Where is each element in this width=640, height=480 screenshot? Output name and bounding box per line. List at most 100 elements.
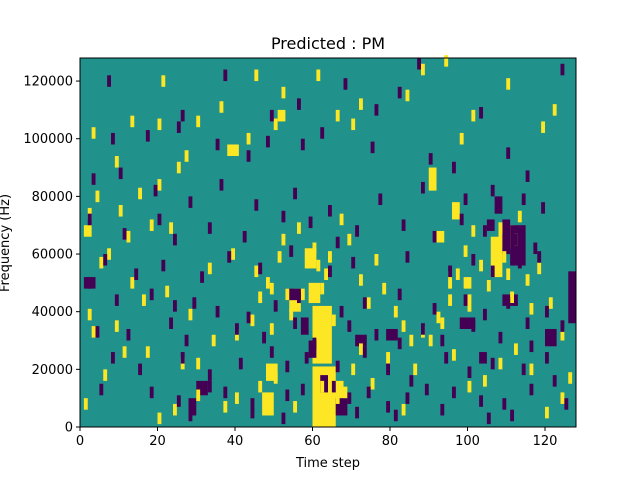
heatmap-cell [149, 386, 154, 399]
heatmap-cell [103, 369, 108, 381]
heatmap-cell [142, 294, 146, 306]
heatmap-cell [386, 352, 391, 364]
heatmap-cell [386, 363, 391, 376]
heatmap-cell [359, 343, 363, 355]
heatmap-cell [122, 346, 127, 358]
heatmap-block [545, 328, 557, 347]
heatmap-cell [506, 268, 511, 280]
heatmap-cell [176, 121, 181, 133]
heatmap-block [227, 144, 239, 157]
heatmap-cell [184, 150, 189, 162]
heatmap-cell [397, 288, 402, 301]
heatmap-cell [490, 357, 495, 370]
heatmap-cell [180, 352, 185, 364]
heatmap-block [188, 398, 197, 416]
heatmap-cell [246, 150, 251, 162]
heatmap-cells [83, 55, 576, 427]
y-axis-label: Frequency (Hz) [0, 194, 13, 292]
heatmap-cell [293, 187, 298, 200]
heatmap-cell [324, 268, 329, 280]
heatmap-cell [510, 291, 515, 304]
heatmap-cell [223, 401, 228, 413]
heatmap-cell [87, 308, 92, 321]
heatmap-cell [196, 115, 201, 128]
heatmap-cell [424, 383, 429, 396]
heatmap-cell [483, 225, 487, 237]
heatmap-cell [130, 277, 135, 289]
heatmap-cell [149, 219, 154, 231]
heatmap-cell [537, 251, 542, 263]
heatmap-cell [359, 274, 363, 286]
heatmap-cell [91, 127, 96, 139]
heatmap-cell [463, 245, 468, 257]
heatmap-cell [138, 363, 143, 376]
heatmap-cell [269, 282, 274, 295]
heatmap-cell [401, 320, 406, 332]
heatmap-cell [479, 107, 484, 119]
heatmap-cell [258, 380, 263, 393]
y-tick-label: 120000 [23, 75, 73, 90]
x-tick-label: 40 [227, 434, 244, 449]
heatmap-cell [397, 337, 402, 350]
heatmap-cell [312, 337, 317, 350]
heatmap-cell [328, 265, 332, 278]
heatmap-cell [254, 69, 259, 82]
y-tick-label: 80000 [32, 190, 73, 205]
heatmap-cell [126, 328, 131, 341]
heatmap-cell [231, 248, 236, 260]
heatmap-cell [347, 233, 352, 246]
heatmap-cell [281, 412, 286, 425]
heatmap-cell [122, 228, 127, 240]
heatmap-cell [486, 412, 491, 425]
heatmap-cell [514, 233, 518, 246]
heatmap-cell [165, 285, 170, 298]
heatmap-cell [293, 317, 298, 329]
heatmap-cell [525, 317, 530, 329]
heatmap-cell [103, 254, 108, 266]
heatmap-cell [223, 69, 228, 82]
heatmap-cell [467, 380, 472, 393]
heatmap-cell [405, 251, 410, 263]
heatmap-cell [254, 199, 259, 211]
y-axis: 0 20000 40000 60000 80000 100000 120000 [23, 75, 80, 436]
x-axis-label: Time step [295, 456, 360, 471]
heatmap-cell [250, 398, 255, 410]
heatmap-block [285, 288, 301, 301]
heatmap-cell [463, 294, 468, 306]
heatmap-cell [366, 297, 371, 309]
heatmap-cell [452, 349, 456, 361]
heatmap-cell [188, 308, 193, 321]
heatmap-cell [355, 225, 360, 237]
heatmap-cell [467, 366, 472, 378]
heatmap-block [312, 305, 332, 364]
heatmap-cell [463, 193, 468, 206]
heatmap-cell [448, 294, 453, 306]
heatmap-cell [281, 210, 286, 223]
heatmap-cell [196, 357, 201, 370]
heatmap-cell [308, 216, 313, 229]
heatmap-cell [374, 328, 379, 341]
heatmap-cell [413, 363, 418, 376]
heatmap-cell [196, 389, 201, 402]
heatmap-cell [277, 251, 282, 263]
heatmap-cell [184, 334, 189, 347]
heatmap-cell [258, 262, 263, 275]
heatmap-cell [444, 55, 449, 67]
heatmap-cell [111, 132, 115, 145]
heatmap-cell [215, 138, 220, 151]
heatmap-cell [207, 222, 212, 234]
heatmap-cell [483, 308, 487, 321]
heatmap-cell [432, 230, 437, 243]
heatmap-cell [401, 219, 406, 231]
heatmap-cell [521, 363, 526, 376]
heatmap-cell [448, 265, 453, 278]
heatmap-cell [145, 346, 150, 358]
heatmap-cell [459, 213, 464, 226]
heatmap-cell [87, 213, 92, 226]
heatmap-cell [300, 138, 305, 151]
heatmap-cell [339, 213, 344, 226]
heatmap-cell [289, 308, 294, 321]
heatmap-cell [169, 222, 174, 234]
heatmap-cell [215, 305, 220, 318]
heatmap-cell [219, 101, 224, 113]
